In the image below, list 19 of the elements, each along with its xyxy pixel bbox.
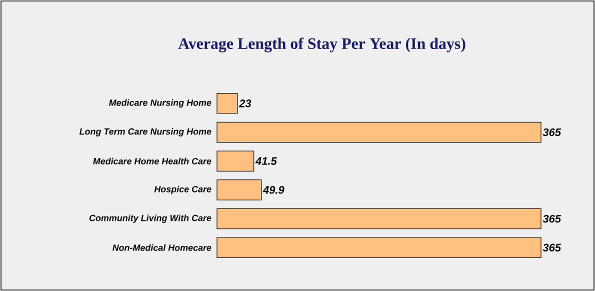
bar: [216, 122, 542, 143]
y-tick-label: Community Living With Care: [89, 214, 212, 223]
chart-title: Average Length of Stay Per Year (In days): [178, 38, 466, 52]
bar: [216, 150, 254, 172]
y-tick-label: Medicare Nursing Home: [109, 99, 212, 108]
data-label: 365: [542, 214, 562, 223]
data-label: 23: [238, 100, 252, 108]
bar: [216, 237, 542, 258]
bar: [216, 208, 542, 230]
y-tick-label: Long Term Care Nursing Home: [79, 128, 212, 136]
data-label: 365: [542, 128, 562, 136]
y-tick-label: Hospice Care: [154, 186, 212, 194]
data-label: 365: [542, 244, 562, 252]
data-label: 41.5: [255, 157, 277, 165]
y-tick-label: Non-Medical Homecare: [112, 244, 212, 251]
bar: [216, 93, 238, 114]
y-tick-label: Medicare Home Health Care: [93, 158, 212, 164]
data-label: 49.9: [262, 186, 284, 194]
bar: [216, 180, 262, 200]
